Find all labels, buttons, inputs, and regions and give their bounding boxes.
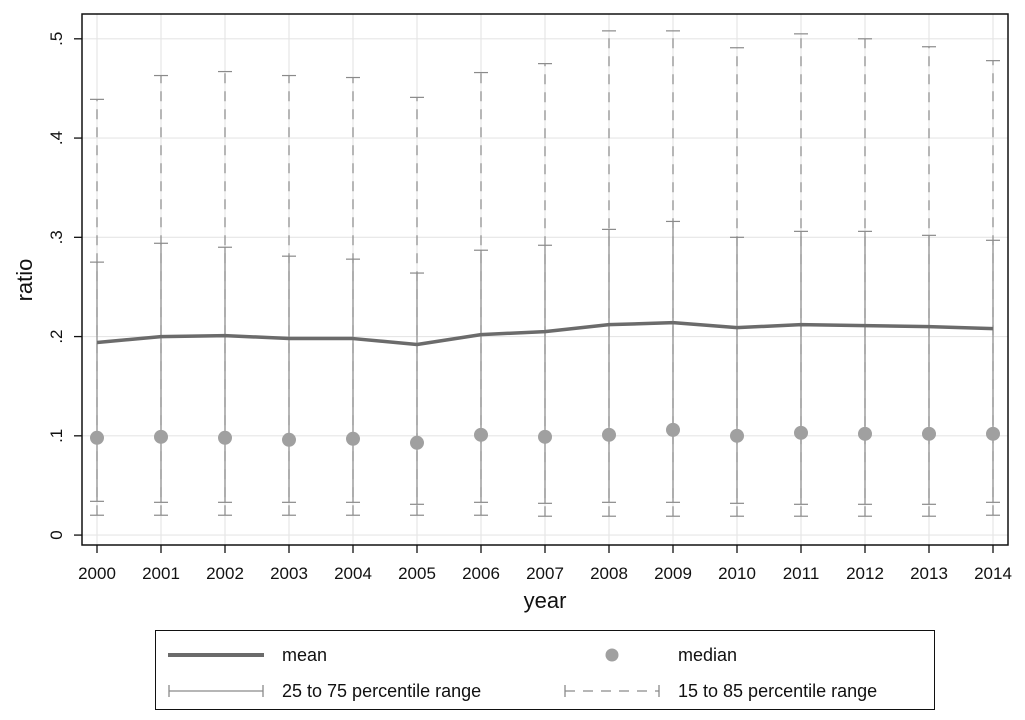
x-tick-label: 2009 bbox=[654, 564, 692, 583]
x-tick-label: 2010 bbox=[718, 564, 756, 583]
x-tick-label: 2002 bbox=[206, 564, 244, 583]
legend-swatch-range-15-85 bbox=[564, 685, 660, 697]
legend-swatch-mean bbox=[168, 653, 264, 657]
median-point bbox=[922, 426, 936, 441]
median-point bbox=[474, 427, 488, 442]
y-tick-label: 0 bbox=[47, 530, 66, 539]
median-point bbox=[346, 431, 360, 446]
x-tick-label: 2006 bbox=[462, 564, 500, 583]
y-axis: 0 .1 .2 .3 .4 .5 bbox=[47, 32, 82, 540]
legend-item-range-25-75: 25 to 75 percentile range bbox=[166, 677, 481, 705]
median-point bbox=[154, 429, 168, 444]
legend-label-median: median bbox=[678, 644, 738, 665]
x-tick-label: 2012 bbox=[846, 564, 884, 583]
median-point bbox=[986, 426, 1000, 441]
legend-swatch-median bbox=[605, 648, 619, 662]
y-tick-label: .1 bbox=[47, 429, 66, 443]
legend-label-range-15-85: 15 to 85 percentile range bbox=[678, 680, 878, 701]
median-point bbox=[90, 430, 104, 445]
x-tick-label: 2005 bbox=[398, 564, 436, 583]
x-tick-label: 2000 bbox=[78, 564, 116, 583]
legend-label-range-25-75: 25 to 75 percentile range bbox=[282, 680, 482, 701]
legend-swatch-range-25-75 bbox=[168, 685, 264, 697]
x-tick-label: 2001 bbox=[142, 564, 180, 583]
median-point bbox=[282, 432, 296, 447]
x-tick-label: 2003 bbox=[270, 564, 308, 583]
legend-item-median: median bbox=[586, 641, 737, 669]
range-25-75-layer bbox=[90, 220, 1000, 505]
median-point bbox=[538, 429, 552, 444]
x-tick-label: 2007 bbox=[526, 564, 564, 583]
x-tick-label: 2004 bbox=[334, 564, 372, 583]
x-axis: 2000 2001 2002 2003 2004 2005 2006 2007 2008 2009… bbox=[78, 545, 1012, 583]
legend: mean median 25 to 75 percentile range 15… bbox=[155, 630, 935, 710]
legend-item-mean: mean bbox=[166, 641, 327, 669]
median-point bbox=[666, 422, 680, 437]
y-tick-label: .4 bbox=[47, 131, 66, 145]
y-tick-label: .5 bbox=[47, 32, 66, 46]
median-point bbox=[794, 425, 808, 440]
y-tick-label: .2 bbox=[47, 329, 66, 343]
x-tick-label: 2014 bbox=[974, 564, 1012, 583]
x-axis-label: year bbox=[524, 588, 567, 613]
legend-item-range-15-85: 15 to 85 percentile range bbox=[562, 677, 877, 705]
median-layer bbox=[90, 422, 1000, 450]
median-point bbox=[858, 426, 872, 441]
y-axis-label: ratio bbox=[12, 259, 37, 302]
x-tick-label: 2008 bbox=[590, 564, 628, 583]
mean-line bbox=[96, 320, 994, 347]
y-tick-label: .3 bbox=[47, 230, 66, 244]
legend-label-mean: mean bbox=[282, 644, 328, 665]
mean-layer bbox=[96, 320, 994, 347]
median-point bbox=[730, 428, 744, 443]
median-point bbox=[602, 427, 616, 442]
median-point bbox=[218, 430, 232, 445]
x-tick-label: 2013 bbox=[910, 564, 948, 583]
x-tick-label: 2011 bbox=[783, 564, 820, 583]
median-point bbox=[410, 435, 424, 450]
chart: 0 .1 .2 .3 .4 .5 2000 2001 2002 2003 2004 2005 2006… bbox=[12, 13, 1012, 613]
